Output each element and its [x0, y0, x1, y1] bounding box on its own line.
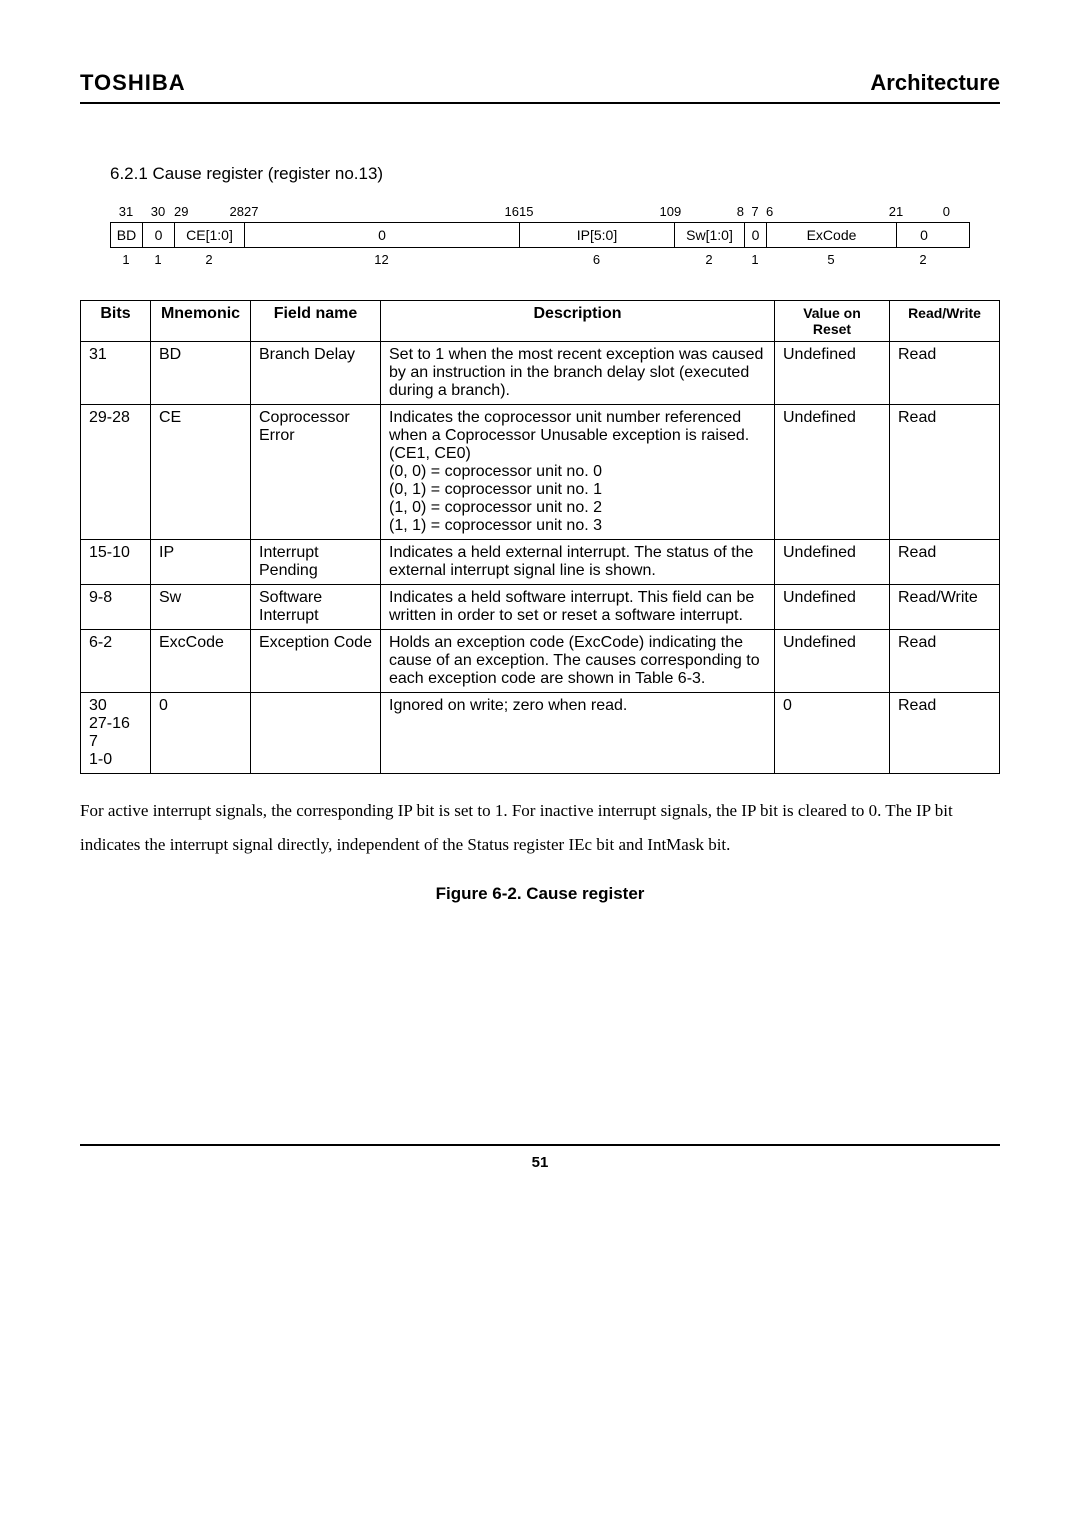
cell-value-reset: 0 [775, 693, 890, 774]
bit-boxes: BD 0 CE[1:0] 0 IP[5:0] Sw[1:0] 0 ExCode … [110, 222, 970, 248]
cell-value-reset: Undefined [775, 342, 890, 405]
bit-box: Sw[1:0] [675, 223, 745, 247]
page-footer: 51 [80, 1144, 1000, 1171]
table-row: 31BDBranch DelaySet to 1 when the most r… [81, 342, 1000, 405]
bit-w: 12 [244, 252, 519, 270]
th-value-reset: Value on Reset [775, 301, 890, 342]
th-mnemonic: Mnemonic [151, 301, 251, 342]
cell-read-write: Read [890, 540, 1000, 585]
cell-mnemonic: BD [151, 342, 251, 405]
cell-bits: 9-8 [81, 585, 151, 630]
bit-w: 2 [674, 252, 744, 270]
bit-w: 1 [142, 252, 174, 270]
cell-bits: 6-2 [81, 630, 151, 693]
bit-lbl: 1510 [519, 204, 674, 222]
cell-value-reset: Undefined [775, 585, 890, 630]
cell-mnemonic: CE [151, 405, 251, 540]
bit-lbl: 30 [142, 204, 174, 222]
cell-mnemonic: 0 [151, 693, 251, 774]
bit-w: 6 [519, 252, 674, 270]
table-row: 6-2ExcCodeException CodeHolds an excepti… [81, 630, 1000, 693]
bit-width-labels: 1 1 2 12 6 2 1 5 2 [110, 252, 970, 270]
cell-description: Indicates the coprocessor unit number re… [381, 405, 775, 540]
bit-w: 5 [766, 252, 896, 270]
bit-lbl: 10 [896, 204, 950, 222]
cell-fieldname: Exception Code [251, 630, 381, 693]
cell-bits: 30 27-16 7 1-0 [81, 693, 151, 774]
bit-box: BD [111, 223, 143, 247]
cell-bits: 31 [81, 342, 151, 405]
cell-read-write: Read [890, 630, 1000, 693]
bit-lbl: 62 [766, 204, 896, 222]
bit-lbl: 2716 [244, 204, 519, 222]
bit-lbl: 2928 [174, 204, 244, 222]
cell-description: Set to 1 when the most recent exception … [381, 342, 775, 405]
bit-w: 2 [896, 252, 950, 270]
cell-mnemonic: Sw [151, 585, 251, 630]
page-header: TOSHIBA Architecture [80, 70, 1000, 104]
cell-bits: 29-28 [81, 405, 151, 540]
bit-box: IP[5:0] [520, 223, 675, 247]
cell-fieldname [251, 693, 381, 774]
bit-box: 0 [143, 223, 175, 247]
table-row: 9-8SwSoftware InterruptIndicates a held … [81, 585, 1000, 630]
bit-box: 0 [745, 223, 767, 247]
page-number: 51 [532, 1154, 549, 1171]
cell-value-reset: Undefined [775, 630, 890, 693]
th-bits: Bits [81, 301, 151, 342]
th-description: Description [381, 301, 775, 342]
cell-mnemonic: ExcCode [151, 630, 251, 693]
bit-w: 1 [744, 252, 766, 270]
table-row: 29-28CECoprocessor ErrorIndicates the co… [81, 405, 1000, 540]
cell-description: Indicates a held external interrupt. The… [381, 540, 775, 585]
table-body: 31BDBranch DelaySet to 1 when the most r… [81, 342, 1000, 774]
cell-fieldname: Branch Delay [251, 342, 381, 405]
cell-bits: 15-10 [81, 540, 151, 585]
cell-value-reset: Undefined [775, 405, 890, 540]
cell-description: Holds an exception code (ExcCode) indica… [381, 630, 775, 693]
subsection-title: 6.2.1 Cause register (register no.13) [110, 164, 1000, 184]
th-read-write: Read/Write [890, 301, 1000, 342]
bit-box: ExCode [767, 223, 897, 247]
table-row: 30 27-16 7 1-00Ignored on write; zero wh… [81, 693, 1000, 774]
cell-fieldname: Coprocessor Error [251, 405, 381, 540]
table-row: 15-10IPInterrupt PendingIndicates a held… [81, 540, 1000, 585]
bit-box: CE[1:0] [175, 223, 245, 247]
bit-w: 1 [110, 252, 142, 270]
cell-read-write: Read [890, 342, 1000, 405]
th-fieldname: Field name [251, 301, 381, 342]
note-paragraph: For active interrupt signals, the corres… [80, 794, 1000, 862]
cell-value-reset: Undefined [775, 540, 890, 585]
register-fields-table: Bits Mnemonic Field name Description Val… [80, 300, 1000, 774]
bit-lbl: 98 [674, 204, 744, 222]
section-title: Architecture [870, 70, 1000, 96]
bit-w: 2 [174, 252, 244, 270]
cell-read-write: Read [890, 693, 1000, 774]
figure-caption: Figure 6-2. Cause register [80, 884, 1000, 904]
cell-mnemonic: IP [151, 540, 251, 585]
cell-read-write: Read/Write [890, 585, 1000, 630]
table-header-row: Bits Mnemonic Field name Description Val… [81, 301, 1000, 342]
bit-top-labels: 31 30 2928 2716 1510 98 7 62 10 [110, 204, 970, 222]
brand-logo: TOSHIBA [80, 70, 186, 96]
cell-fieldname: Software Interrupt [251, 585, 381, 630]
cell-description: Indicates a held software interrupt. Thi… [381, 585, 775, 630]
bit-layout: 31 30 2928 2716 1510 98 7 62 10 BD 0 CE[… [110, 204, 970, 270]
bit-lbl: 7 [744, 204, 766, 222]
bit-lbl: 31 [110, 204, 142, 222]
cell-read-write: Read [890, 405, 1000, 540]
cell-fieldname: Interrupt Pending [251, 540, 381, 585]
cell-description: Ignored on write; zero when read. [381, 693, 775, 774]
bit-box: 0 [245, 223, 520, 247]
bit-box: 0 [897, 223, 951, 247]
